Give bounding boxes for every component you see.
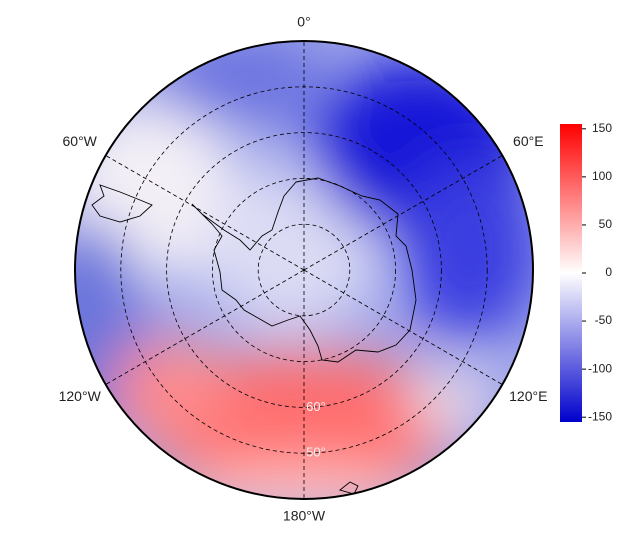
- colorbar-tick-label: 50: [599, 217, 613, 231]
- latitude-circle: [166, 132, 442, 408]
- colorbar: [560, 124, 582, 422]
- colorbar-tick-label: 100: [592, 169, 612, 183]
- colorbar-tick-label: 150: [592, 121, 612, 135]
- map-border: [74, 40, 534, 500]
- longitude-label: 60°W: [63, 133, 98, 149]
- meridian: [303, 155, 503, 271]
- colorbar-tick-label: -100: [588, 361, 612, 375]
- longitude-label: 60°E: [513, 133, 544, 149]
- latitude-label: 50°: [306, 445, 326, 460]
- meridian: [105, 155, 305, 271]
- longitude-label: 120°E: [509, 388, 547, 404]
- longitude-label: 180°W: [283, 508, 326, 524]
- meridian: [303, 269, 503, 385]
- colorbar-tick-label: -50: [595, 313, 613, 327]
- colorbar-tick-label: -150: [588, 409, 612, 423]
- colorbar-tick-label: 0: [605, 265, 612, 279]
- meridian: [105, 269, 305, 385]
- coastlines: [91, 177, 417, 495]
- longitude-label: 0°: [297, 14, 310, 30]
- latitude-label: 60°: [306, 399, 326, 414]
- longitude-label: 120°W: [59, 388, 102, 404]
